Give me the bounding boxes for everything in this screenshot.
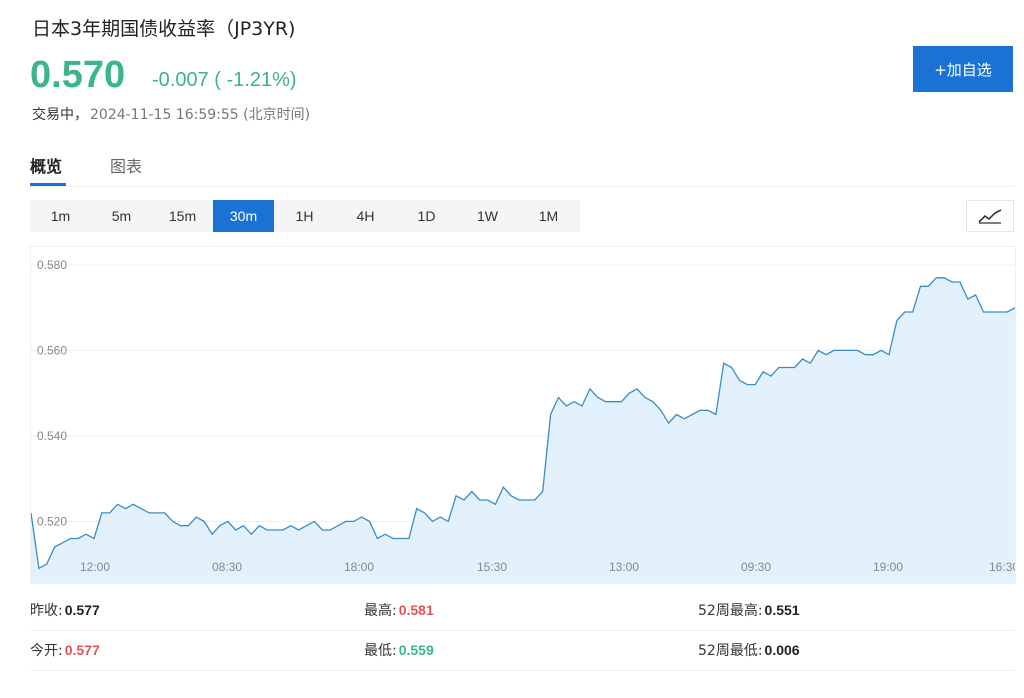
tab-overview[interactable]: 概览 [30, 157, 63, 176]
period-selector: 1m 5m 15m 30m 1H 4H 1D 1W 1M [30, 200, 580, 232]
x-tick-label: 16:30 [989, 560, 1015, 574]
x-tick-label: 18:00 [344, 560, 374, 574]
status-timestamp: 2024-11-15 16:59:55 (北京时间) [90, 107, 311, 123]
period-1mo[interactable]: 1M [538, 208, 559, 224]
chart-area: 0.580 0.560 0.540 0.520 12:00 08:30 18:00 15:30… [30, 246, 1019, 584]
active-tab-indicator [30, 183, 66, 186]
y-tick-label: 0.560 [37, 343, 67, 357]
period-5m[interactable]: 5m [111, 208, 132, 224]
period-15m[interactable]: 15m [168, 208, 197, 224]
x-tick-label: 08:30 [212, 560, 242, 574]
stat-high: 最高: 0.581 [364, 602, 434, 619]
y-tick-label: 0.540 [37, 429, 67, 443]
stat-52w-high: 52周最高: 0.551 [698, 602, 800, 619]
stats-row-1: 昨收: 0.577 最高: 0.581 52周最高: 0.551 [30, 590, 1014, 631]
period-1w[interactable]: 1W [477, 208, 498, 224]
x-tick-label: 13:00 [609, 560, 639, 574]
add-watchlist-button[interactable]: +加自选 [913, 46, 1013, 92]
current-price: 0.570 [30, 54, 126, 96]
page-title: 日本3年期国债收益率（JP3YR) [32, 18, 296, 40]
price-change: -0.007 ( -1.21%) [152, 69, 297, 91]
line-chart-icon [978, 209, 1002, 224]
chart-type-toggle[interactable] [966, 200, 1014, 232]
stats-row-2: 今开: 0.577 最低: 0.559 52周最低: 0.006 [30, 630, 1014, 671]
y-tick-label: 0.520 [37, 514, 67, 528]
period-1h[interactable]: 1H [295, 208, 314, 224]
x-tick-label: 19:00 [873, 560, 903, 574]
x-tick-label: 12:00 [80, 560, 110, 574]
price-line [30, 277, 1016, 570]
y-tick-label: 0.580 [37, 258, 67, 272]
period-1d[interactable]: 1D [417, 208, 436, 224]
x-tick-label: 15:30 [477, 560, 507, 574]
period-1m[interactable]: 1m [50, 208, 71, 224]
stat-prev-close: 昨收: 0.577 [30, 602, 100, 619]
stat-open: 今开: 0.577 [30, 642, 100, 659]
x-tick-label: 09:30 [741, 560, 771, 574]
period-4h[interactable]: 4H [356, 208, 375, 224]
tab-bar: 概览 图表 [30, 150, 1014, 187]
price-chart: 0.580 0.560 0.540 0.520 12:00 08:30 18:00 15:30… [30, 258, 1019, 583]
period-30m[interactable]: 30m [213, 200, 274, 232]
price-area [31, 277, 1015, 583]
trading-status: 交易中， 2024-11-15 16:59:55 (北京时间) [32, 104, 310, 124]
status-label: 交易中， [32, 107, 88, 123]
stat-52w-low: 52周最低: 0.006 [698, 642, 800, 659]
stat-low: 最低: 0.559 [364, 642, 434, 659]
tab-chart[interactable]: 图表 [110, 157, 143, 176]
